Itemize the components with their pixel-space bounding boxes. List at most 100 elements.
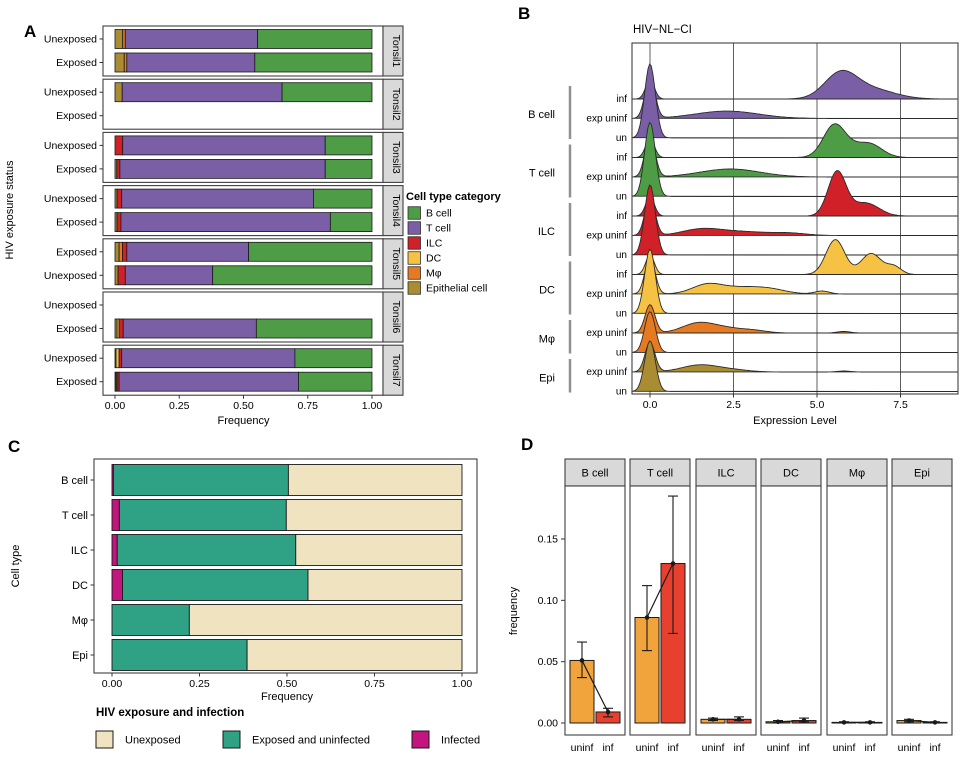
facet-strip-label: ILC [717, 468, 734, 480]
data-point [841, 720, 847, 725]
row-label: Unexposed [44, 353, 97, 365]
bar-segment [111, 639, 248, 671]
bar-segment [121, 82, 283, 103]
category-label: Epi [72, 650, 88, 662]
data-point [867, 720, 873, 725]
facet-strip [382, 238, 404, 290]
facet-panel [826, 485, 888, 736]
row-condition-label: exp uninf [586, 328, 627, 339]
legend-label: Mφ [426, 268, 442, 280]
facet-strip [891, 458, 953, 487]
row-condition-label: exp uninf [586, 367, 627, 378]
data-point [605, 709, 611, 715]
x-tick-label: uninf [898, 742, 921, 754]
facet-strip [629, 458, 691, 487]
legend-title: HIV exposure and infection [96, 707, 244, 719]
x-tick-label: 0.75 [364, 678, 385, 690]
facet-strip [382, 25, 404, 77]
bar-segment [287, 464, 463, 496]
bar-segment [111, 534, 118, 566]
data-point [801, 718, 807, 723]
panel-d-chart: frequency 0.00 0.05 0.10 0.15 B cell uninf inf T… [508, 458, 953, 754]
bar-segment [119, 158, 326, 179]
group-label: T cell [529, 168, 555, 180]
ridge [632, 170, 958, 217]
legend-swatch [407, 206, 421, 220]
row-condition-label: un [616, 309, 627, 320]
panel-d-label: D [521, 435, 534, 454]
x-axis-title: Frequency [261, 691, 313, 703]
row-condition-label: un [616, 348, 627, 359]
facet-strip [382, 344, 404, 396]
bar-segment [257, 29, 373, 49]
row-condition-label: exp uninf [586, 114, 627, 125]
ridge [632, 69, 958, 100]
row-condition-label: exp uninf [586, 231, 627, 242]
legend-label: T cell [426, 223, 451, 235]
bar-segment [324, 135, 373, 156]
group-label: DC [539, 285, 555, 297]
row-label: Unexposed [44, 300, 97, 312]
x-tick-label: 0.00 [105, 400, 126, 412]
bar-segment [115, 348, 120, 369]
legend-swatch [95, 730, 114, 749]
bar-segment [114, 52, 125, 73]
data-point [644, 615, 650, 620]
row-condition-label: exp uninf [586, 289, 627, 300]
x-tick-label: inf [733, 742, 744, 754]
bar-segment [114, 265, 119, 286]
legend-swatch [411, 730, 430, 749]
ridge [632, 248, 958, 314]
row-label: Unexposed [44, 34, 97, 46]
data-point [710, 717, 716, 722]
bar-segment [112, 464, 289, 496]
group-label: Epi [539, 372, 555, 384]
bar-segment [114, 82, 123, 103]
legend-label: DC [426, 253, 442, 265]
bar-segment [285, 499, 463, 531]
bar-segment [124, 29, 259, 49]
ridge [632, 123, 958, 158]
row-condition-label: un [616, 133, 627, 144]
x-tick-label: uninf [636, 742, 659, 754]
bar-segment [294, 348, 373, 369]
category-label: ILC [71, 545, 88, 557]
row-condition-label: exp uninf [586, 172, 627, 183]
ridge [632, 195, 958, 236]
facet-strip-label: Tonsil3 [390, 141, 402, 174]
row-label: Exposed [56, 376, 97, 388]
facet-panel [891, 485, 953, 736]
facet-panel [564, 485, 626, 736]
x-tick-label: inf [602, 742, 613, 754]
bar-segment [255, 318, 373, 339]
group-label: ILC [538, 226, 555, 238]
x-tick-label: uninf [767, 742, 790, 754]
ridges-group [632, 63, 958, 392]
bar-segment [114, 241, 120, 262]
bar-segment [246, 639, 463, 671]
x-tick-label: 0.0 [643, 399, 658, 411]
facet-strip [382, 78, 404, 130]
data-point [932, 720, 938, 725]
facet-panel [760, 485, 822, 736]
row-label: Exposed [56, 163, 97, 175]
point-connector [777, 719, 805, 723]
facet-strip-label: DC [783, 468, 799, 480]
facet-strip [826, 458, 888, 487]
bar-segment [126, 241, 250, 262]
legend-swatch [222, 730, 241, 749]
bar-segment [116, 212, 122, 233]
facet-strip-label: Tonsil5 [390, 247, 402, 280]
y-axis-title: HIV exposure status [4, 160, 16, 260]
bar-segment [111, 499, 120, 531]
row-label: Exposed [56, 323, 97, 335]
ridge [632, 121, 958, 197]
category-label: T cell [62, 510, 88, 522]
bar-segment [116, 188, 123, 209]
bar-segment [124, 265, 214, 286]
legend-label: Epithelial cell [426, 283, 487, 295]
y-tick-label: 0.10 [538, 595, 559, 607]
ridge [632, 75, 958, 119]
row-condition-label: inf [616, 270, 627, 281]
bar-segment [254, 52, 373, 73]
